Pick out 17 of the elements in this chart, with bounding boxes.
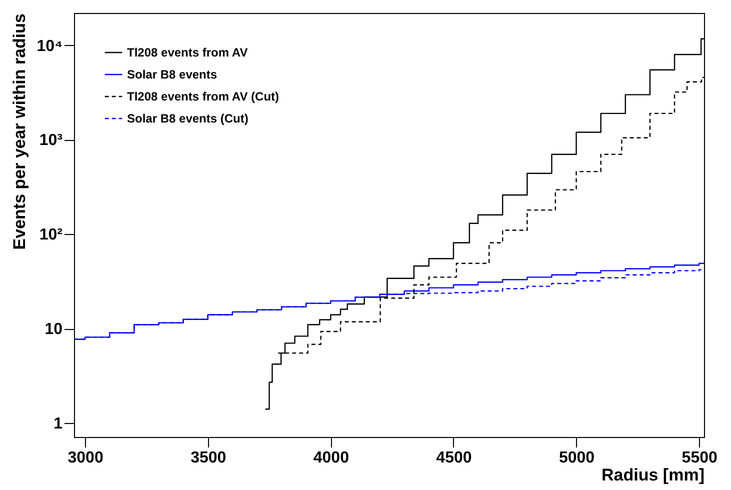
legend-label: Solar B8 events (Cut) (127, 112, 248, 126)
y-tick-label: 10² (39, 226, 62, 244)
x-tick-label: 3500 (190, 450, 226, 466)
x-tick-label: 4500 (436, 450, 472, 466)
y-tick-label: 10³ (39, 132, 62, 150)
y-tick-label: 10⁴ (36, 38, 63, 55)
y-axis-title: Events per year within radius (10, 14, 29, 250)
y-tick-label: 1 (54, 415, 63, 432)
x-axis-title: Radius [mm] (602, 466, 704, 484)
x-tick-label: 4000 (313, 450, 350, 466)
x-tick-label: 5000 (558, 450, 595, 466)
legend-label: Tl208 events from AV (Cut) (127, 90, 280, 104)
y-tick-label: 10 (44, 321, 63, 338)
x-tick-label: 3000 (68, 450, 104, 466)
legend-label: Tl208 events from AV (127, 46, 248, 60)
x-tick-label: 5500 (682, 450, 718, 466)
legend-label: Solar B8 events (127, 68, 218, 82)
